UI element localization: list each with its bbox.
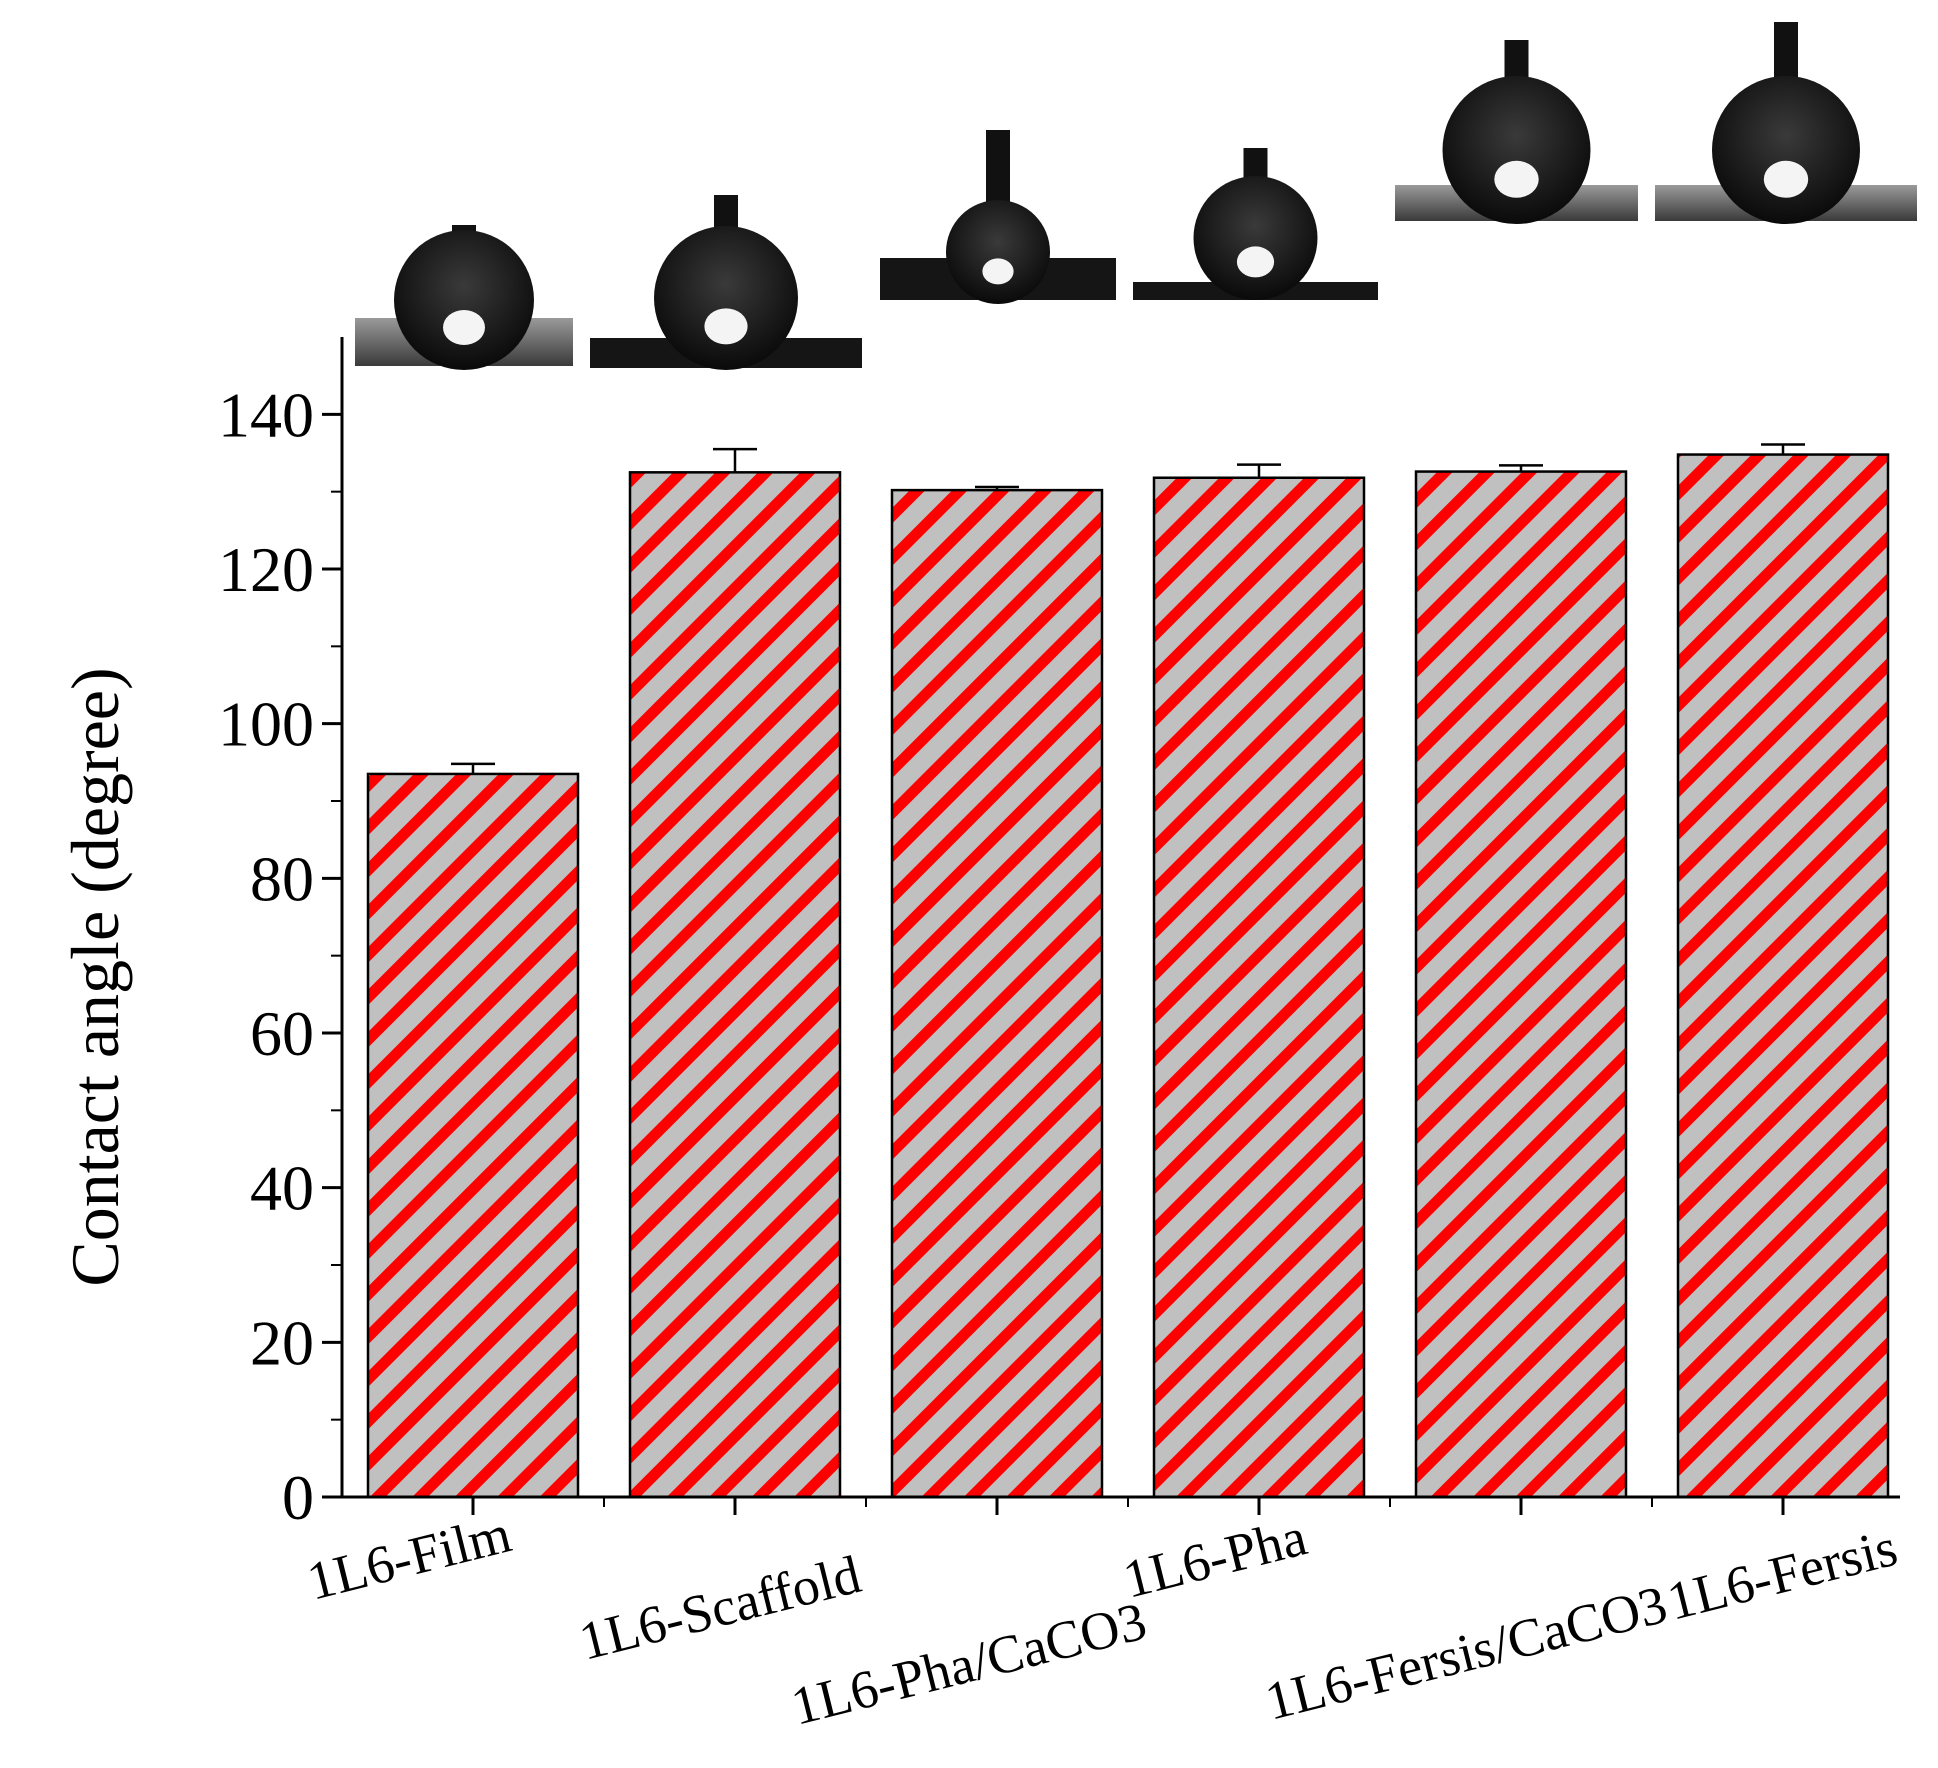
x-tick-label: 1L6-Pha/CaCO3 (785, 1591, 1152, 1737)
y-ticks: 0 20 40 60 80 100 120 140 (218, 379, 342, 1533)
y-tick-label: 80 (250, 843, 314, 914)
bar (1152, 476, 1366, 1499)
bar (890, 488, 1104, 1499)
axes (340, 337, 1900, 1499)
droplet-highlight (1763, 160, 1809, 198)
x-ticks: 1L6-Film 1L6-Scaffold1L6-Pha/CaCO31L6-Pha… (301, 1497, 1903, 1737)
needle (1774, 22, 1798, 78)
bar (1414, 470, 1628, 1499)
x-tick-label: 1L6-Pha (1117, 1506, 1312, 1609)
y-tick-label: 140 (218, 379, 314, 450)
y-tick-label: 20 (250, 1307, 314, 1378)
x-tick-label: 1L6-Fersis/CaCO3 (1259, 1574, 1672, 1732)
needle (1243, 148, 1268, 178)
droplet (394, 230, 534, 370)
y-tick-label: 0 (282, 1462, 314, 1533)
droplet (1193, 176, 1318, 300)
droplet-highlight (1494, 160, 1539, 198)
droplet-highlight (982, 258, 1014, 285)
droplet-highlight (704, 308, 748, 345)
droplet-photo-4 (1133, 148, 1378, 300)
y-tick-label: 120 (218, 534, 314, 605)
bar (628, 471, 842, 1499)
needle (986, 130, 1010, 202)
error-bars (451, 443, 1805, 774)
droplet-photo-3 (880, 130, 1116, 304)
needle (452, 225, 476, 232)
bar (1676, 453, 1890, 1499)
droplet (1442, 76, 1591, 224)
droplet (946, 200, 1050, 304)
y-tick-label: 40 (250, 1153, 314, 1224)
y-tick-label: 100 (218, 689, 314, 760)
x-tick-label: 1L6-Film (301, 1503, 516, 1611)
droplet-highlight (1236, 246, 1275, 278)
droplet (1712, 76, 1860, 224)
droplet-insets (355, 22, 1917, 370)
droplet-photo-2 (590, 195, 862, 370)
bars (366, 453, 1890, 1499)
droplet-photo-6 (1655, 22, 1917, 224)
droplet-photo-5 (1395, 40, 1638, 224)
x-tick-label: 1L6-Scaffold (573, 1544, 866, 1672)
bar (366, 772, 580, 1499)
droplet-highlight (443, 310, 485, 345)
y-axis-title: Contact angle (degree) (57, 667, 133, 1286)
needle (714, 195, 738, 228)
x-tick-label: 1L6-Fersis (1661, 1517, 1903, 1632)
droplet (654, 226, 798, 370)
droplet-photo-1 (355, 225, 573, 370)
needle (1504, 40, 1529, 78)
y-tick-label: 60 (250, 998, 314, 1069)
